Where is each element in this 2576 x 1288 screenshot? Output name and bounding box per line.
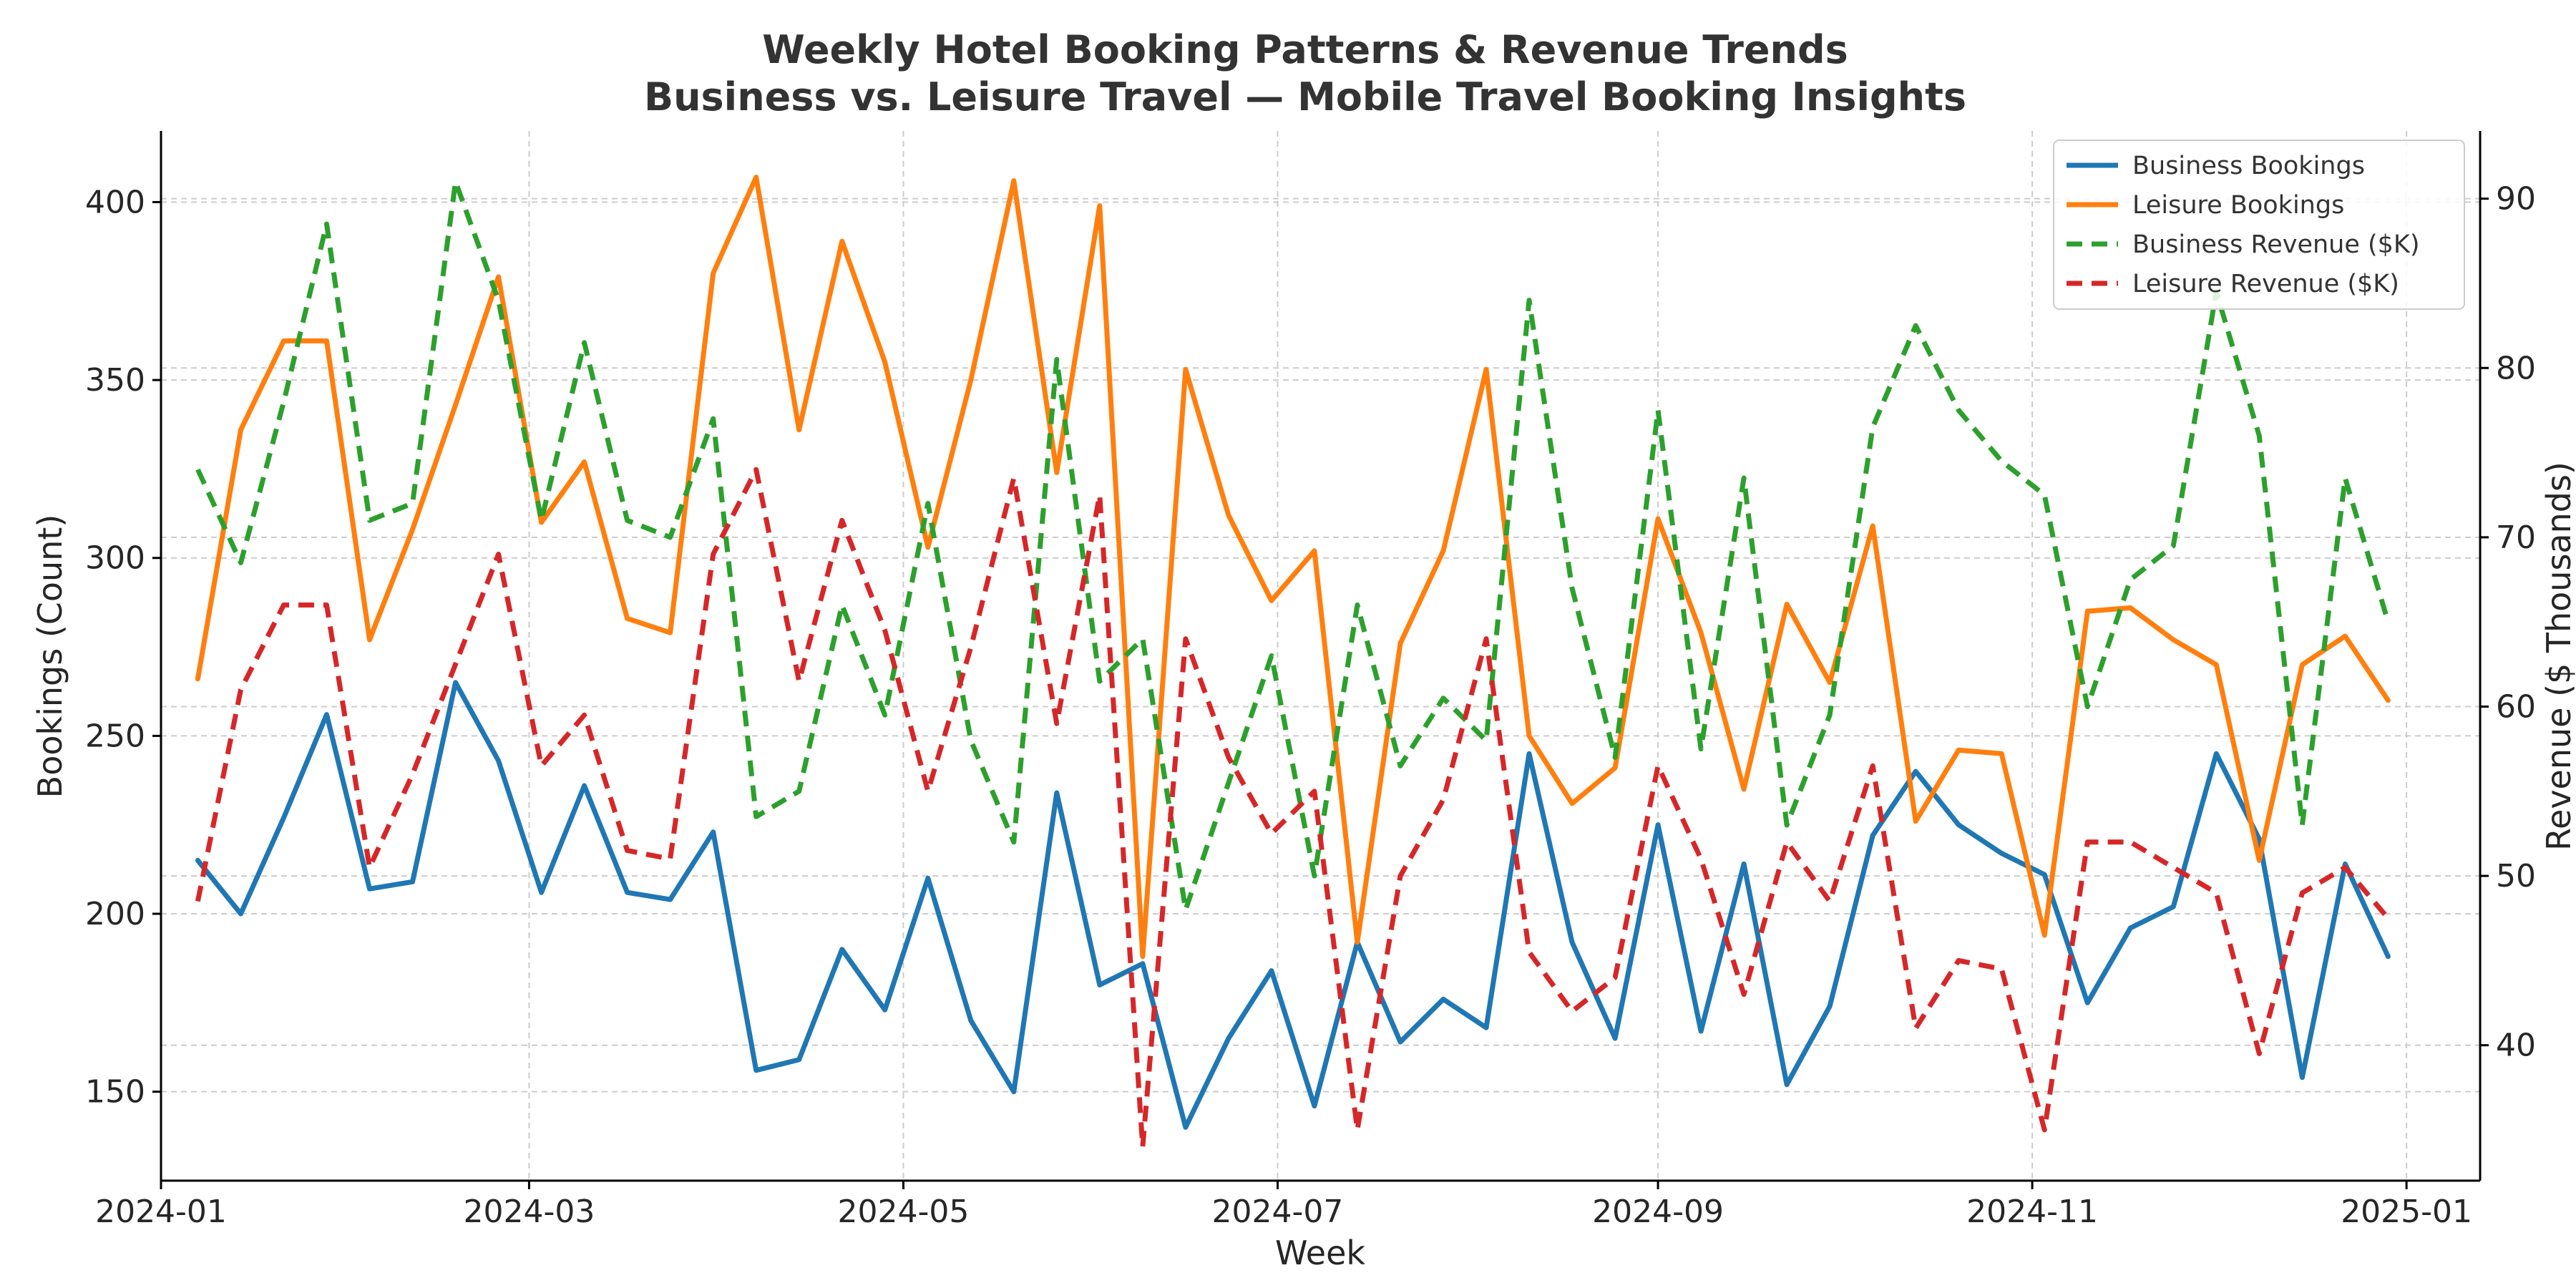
legend-box [2053,140,2465,310]
legend-label-1: Leisure Bookings [2132,191,2344,220]
x-tick-label: 2024-09 [1592,1194,1724,1230]
series-line-1 [195,175,2391,960]
y-axis-left-label: Bookings (Count) [31,514,69,799]
y-left-tick-label: 150 [85,1074,145,1111]
x-tick-label: 2025-01 [2341,1194,2472,1230]
y-right-tick-label: 90 [2496,181,2536,218]
x-tick-label: 2024-07 [1212,1194,1344,1230]
y-left-tick-label: 350 [85,362,145,399]
x-tick-label: 2024-03 [464,1194,595,1230]
y-right-tick-label: 70 [2496,519,2536,556]
y-right-tick-label: 40 [2496,1028,2536,1064]
y-right-tick-label: 50 [2496,858,2536,894]
y-axis-right-label: Revenue ($ Thousands) [2540,462,2576,851]
series-line-2 [195,179,2391,912]
chart-subtitle: Business vs. Leisure Travel — Mobile Tra… [644,74,1966,119]
legend: Business Bookings Leisure Bookings Busines… [2053,140,2465,310]
series-line-0 [195,680,2391,1130]
axis-ticks: 2024-01 2024-03 2024-05 2024-07 2024-09 2024-… [85,181,2536,1230]
y-right-tick-label: 80 [2496,350,2536,386]
legend-label-2: Business Revenue ($K) [2132,230,2420,259]
y-left-tick-label: 400 [85,184,145,220]
x-tick-label: 2024-05 [838,1194,970,1230]
x-axis-label: Week [1275,1234,1365,1272]
y-left-tick-label: 250 [85,718,145,754]
y-right-tick-label: 60 [2496,688,2536,725]
y-left-tick-label: 300 [85,540,145,577]
legend-label-0: Business Bookings [2132,152,2365,180]
plot-series [195,175,2391,1150]
series-line-3 [195,467,2391,1150]
y-left-tick-label: 200 [85,896,145,932]
x-tick-label: 2024-11 [1966,1194,2098,1230]
legend-label-3: Leisure Revenue ($K) [2132,270,2399,298]
chart-title: Weekly Hotel Booking Patterns & Revenue … [762,27,1848,72]
x-tick-label: 2024-01 [95,1194,227,1230]
